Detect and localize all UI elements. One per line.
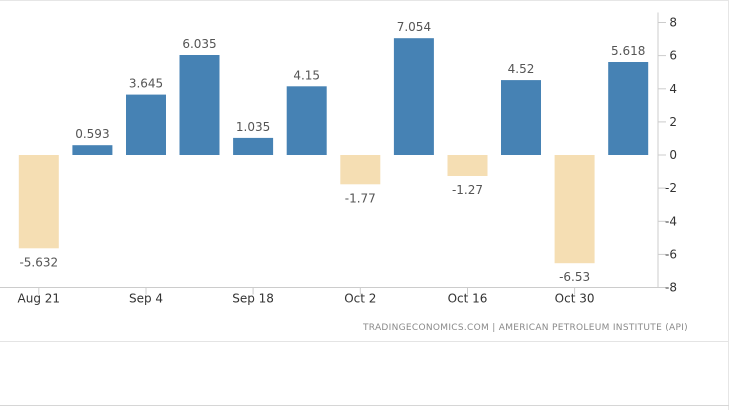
x-axis: Aug 21 Sep 4 Sep 18 Oct 2 Oct 16 Oct 30 <box>0 287 658 306</box>
source-credit: TRADINGECONOMICS.COM | AMERICAN PETROLEU… <box>362 323 688 333</box>
y-tick-label-3: -2 <box>665 181 677 195</box>
bar-8 <box>447 155 488 176</box>
x-tick-label-4: Oct 16 <box>448 292 488 306</box>
data-label-2: 3.645 <box>129 77 163 91</box>
data-label-7: 7.054 <box>397 20 431 34</box>
x-tick-label-1: Sep 4 <box>129 292 163 306</box>
bar-10 <box>554 155 595 264</box>
bar-3 <box>179 55 220 155</box>
footer-divider <box>0 341 729 342</box>
y-tick-label-5: 2 <box>669 115 677 129</box>
bar-7 <box>393 38 434 156</box>
y-tick-label-4: 0 <box>669 148 677 162</box>
data-label-3: 6.035 <box>182 37 216 51</box>
x-tick-label-5: Oct 30 <box>555 292 595 306</box>
bar-4 <box>233 137 274 155</box>
bar-0 <box>18 155 59 249</box>
bars-layer <box>18 38 649 264</box>
bar-2 <box>126 94 166 155</box>
data-label-8: -1.27 <box>452 183 483 197</box>
bar-6 <box>340 155 381 185</box>
page-bottom-divider <box>0 405 729 406</box>
bar-5 <box>286 86 327 155</box>
data-label-6: -1.77 <box>345 191 376 205</box>
data-label-4: 1.035 <box>236 120 270 134</box>
data-label-5: 4.15 <box>293 68 320 82</box>
y-tick-label-7: 6 <box>669 49 677 63</box>
x-tick-label-2: Sep 18 <box>232 292 274 306</box>
data-labels-layer: -5.632 0.593 3.645 6.035 1.035 4.15 -1.77 7.054… <box>19 20 645 284</box>
y-tick-label-2: -4 <box>665 214 677 228</box>
data-label-11: 5.618 <box>611 44 645 58</box>
data-label-1: 0.593 <box>75 127 109 141</box>
bar-11 <box>608 62 649 155</box>
y-tick-label-8: 8 <box>669 16 677 30</box>
bar-9 <box>501 80 541 155</box>
x-tick-label-0: Aug 21 <box>18 292 61 306</box>
data-label-10: -6.53 <box>559 270 590 284</box>
data-label-0: -5.632 <box>19 255 58 269</box>
x-tick-label-3: Oct 2 <box>344 292 376 306</box>
y-tick-label-0: -8 <box>665 281 677 295</box>
y-tick-label-1: -6 <box>665 247 677 261</box>
y-tick-label-6: 4 <box>669 82 677 96</box>
y-axis: -8 -6 -4 -2 0 2 4 6 8 <box>657 12 677 295</box>
data-label-9: 4.52 <box>508 62 535 76</box>
bar-1 <box>72 145 113 155</box>
